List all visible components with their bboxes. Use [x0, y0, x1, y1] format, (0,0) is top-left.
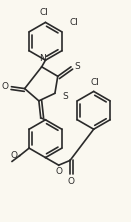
Text: O: O	[55, 167, 62, 176]
Text: Cl: Cl	[69, 18, 78, 27]
Text: Cl: Cl	[39, 8, 48, 17]
Text: O: O	[11, 151, 18, 160]
Text: S: S	[62, 92, 68, 101]
Text: S: S	[75, 62, 81, 71]
Text: Cl: Cl	[90, 78, 99, 87]
Text: N: N	[39, 54, 46, 63]
Text: O: O	[67, 177, 75, 186]
Text: O: O	[2, 82, 9, 91]
